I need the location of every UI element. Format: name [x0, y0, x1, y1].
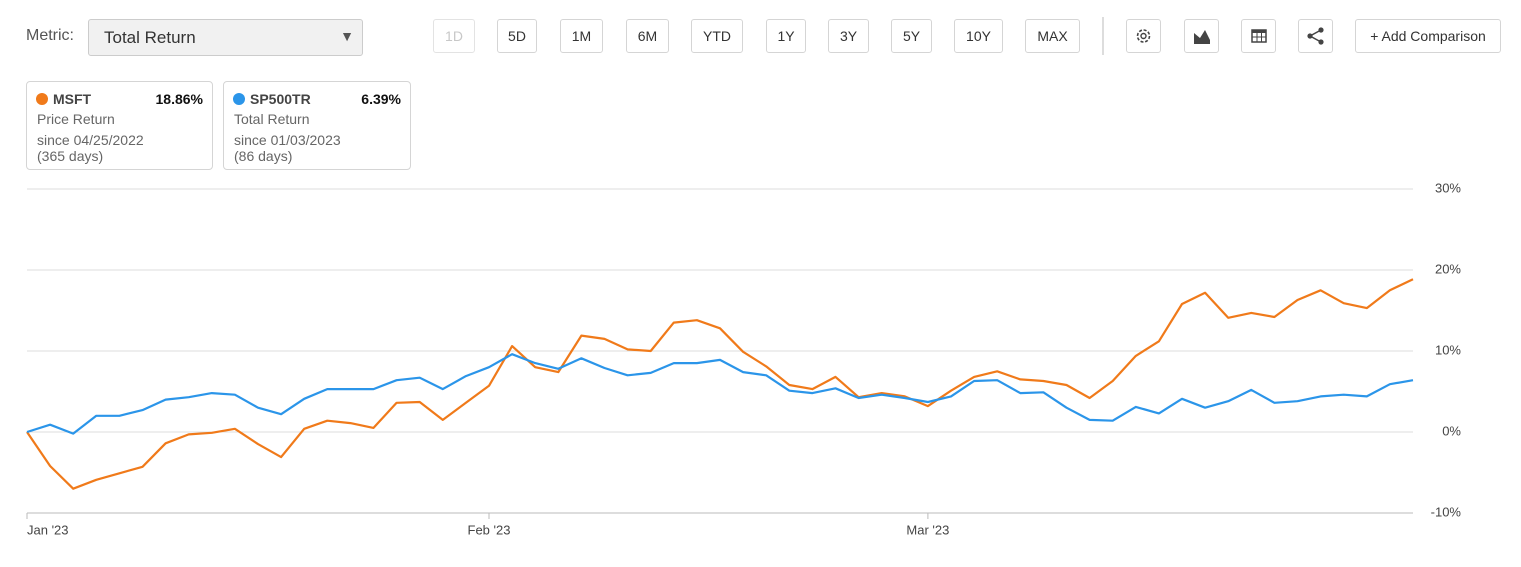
y-tick-label: 30% [1435, 180, 1461, 195]
metric-select[interactable]: Total Return ▼ [88, 19, 363, 56]
x-tick-label: Feb '23 [468, 522, 511, 537]
y-tick-label: 20% [1435, 261, 1461, 276]
chart-type-icon [1194, 30, 1210, 44]
divider [1102, 17, 1104, 55]
legend-change: 6.39% [361, 91, 401, 107]
legend-change: 18.86% [155, 91, 203, 107]
x-tick-label: Mar '23 [906, 522, 949, 537]
metric-label: Metric: [26, 27, 74, 44]
legend-dot [233, 93, 245, 105]
add-comparison-button[interactable]: + Add Comparison [1355, 19, 1501, 53]
settings-icon [1136, 29, 1151, 43]
legend-days: (86 days) [234, 148, 293, 164]
legend-name: SP500TR [250, 91, 311, 107]
legend-dot [36, 93, 48, 105]
range-button[interactable]: 5D [497, 19, 537, 53]
legend-days: (365 days) [37, 148, 104, 164]
x-tick-label: Jan '23 [27, 522, 69, 537]
legend-metric: Total Return [234, 111, 310, 127]
series-line [26, 278, 1414, 490]
share-icon [1307, 27, 1324, 45]
range-button[interactable]: 5Y [891, 19, 932, 53]
legend-card[interactable]: MSFT 18.86% Price Return since 04/25/2022 (3… [26, 81, 213, 170]
dropdown-arrow: ▼ [340, 28, 354, 44]
table-button[interactable] [1241, 19, 1276, 53]
chart-type-button[interactable] [1184, 19, 1219, 53]
range-button[interactable]: 1M [560, 19, 603, 53]
legend-since: since 01/03/2023 [234, 132, 341, 148]
table-icon [1251, 29, 1267, 43]
range-button[interactable]: MAX [1025, 19, 1080, 53]
range-button[interactable]: 10Y [954, 19, 1003, 53]
legend-card[interactable]: SP500TR 6.39% Total Return since 01/03/2023… [223, 81, 411, 170]
series-line [26, 353, 1414, 435]
range-button[interactable]: 6M [626, 19, 669, 53]
range-button[interactable]: 1D [433, 19, 475, 53]
legend-name: MSFT [53, 91, 92, 107]
y-tick-label: 10% [1435, 342, 1461, 357]
range-button[interactable]: YTD [691, 19, 743, 53]
range-button[interactable]: 1Y [766, 19, 806, 53]
settings-button[interactable] [1126, 19, 1161, 53]
range-button[interactable]: 3Y [828, 19, 869, 53]
y-tick-label: 0% [1442, 423, 1461, 438]
metric-value: Total Return [104, 28, 196, 47]
legend-since: since 04/25/2022 [37, 132, 144, 148]
legend-metric: Price Return [37, 111, 115, 127]
share-button[interactable] [1298, 19, 1333, 53]
y-tick-label: -10% [1431, 504, 1462, 519]
